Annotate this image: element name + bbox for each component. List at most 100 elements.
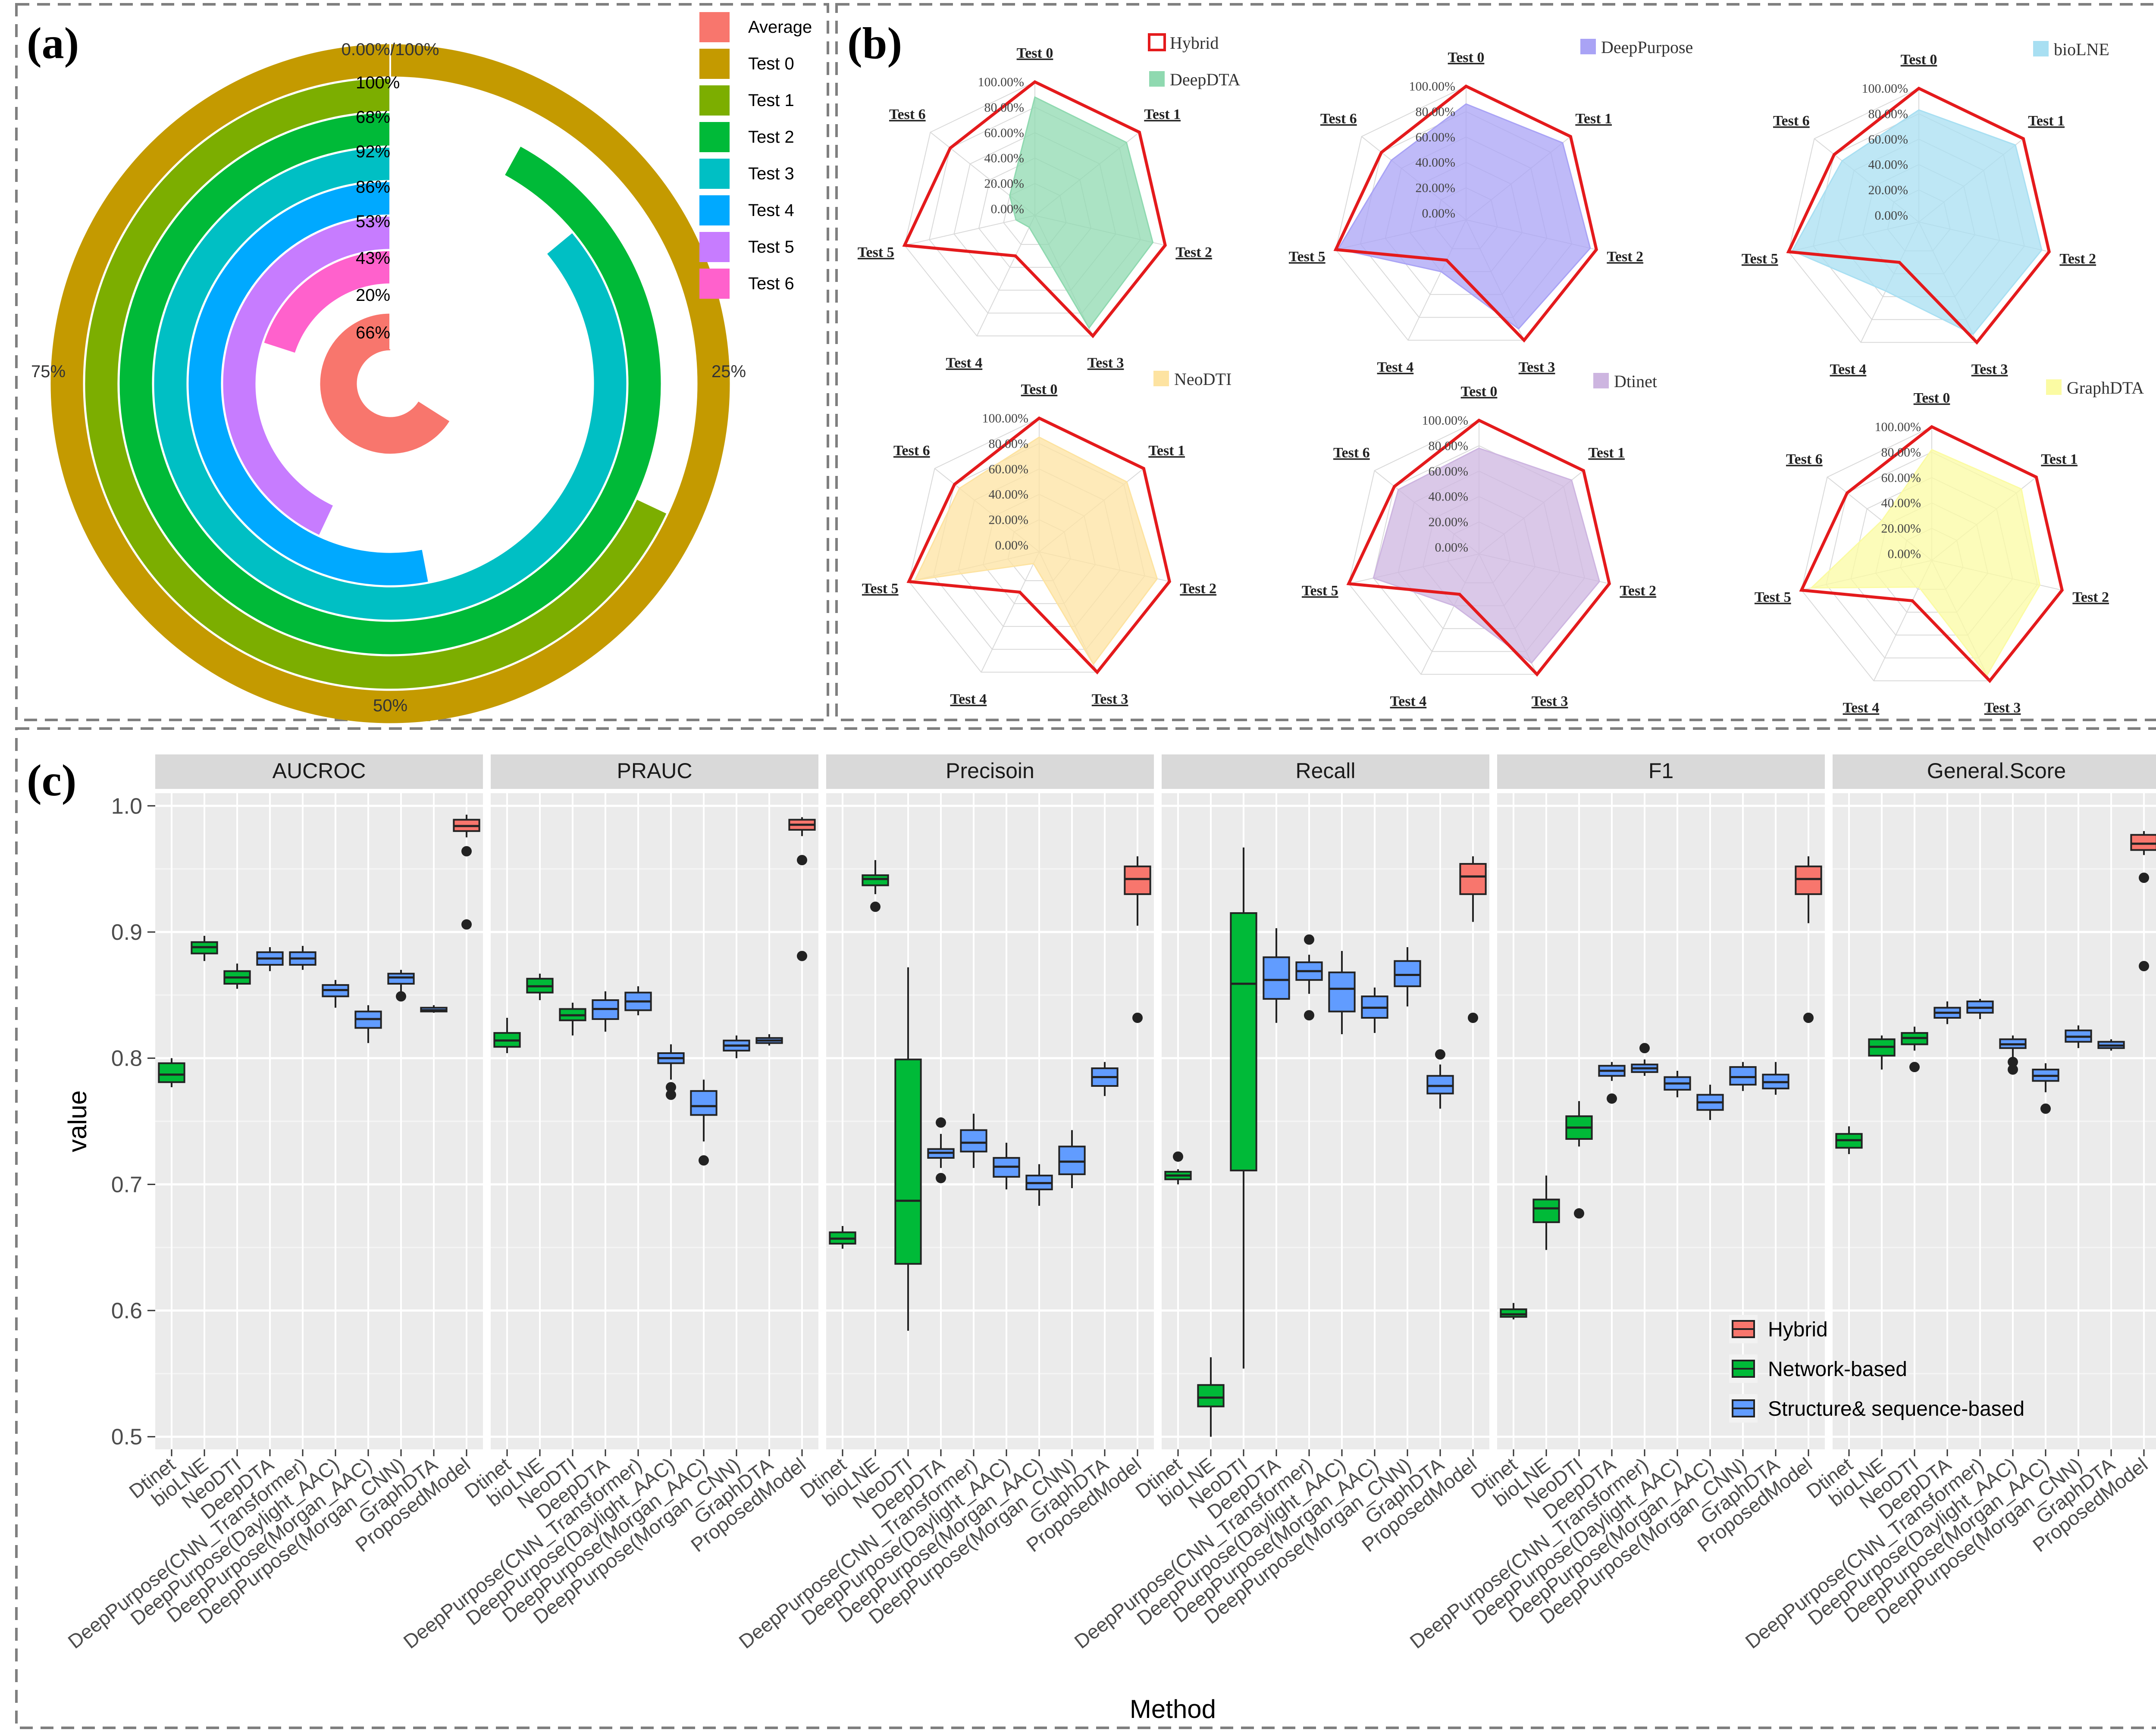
radar-rlabel: 40.00% xyxy=(1868,158,1908,172)
box-deepdta xyxy=(592,991,619,1032)
radar-axis-label-test-1: Test 1 xyxy=(1148,443,1185,459)
radar-rlabel: 100.00% xyxy=(1862,81,1908,96)
box-graphdta xyxy=(755,1034,783,1046)
legend-label-test-6: Test 6 xyxy=(748,274,794,293)
legend-swatch-biolne xyxy=(2033,41,2049,56)
outlier xyxy=(396,991,406,1002)
ring-test-2 xyxy=(119,113,661,654)
box-dtinet xyxy=(1835,1126,1863,1154)
legend-label-network-based: Network-based xyxy=(1768,1358,1907,1381)
radar-line-hybrid xyxy=(1799,425,2064,683)
box-deeppurpose-cnn-transformer xyxy=(1631,1043,1658,1076)
value-label-test-4: 53% xyxy=(356,212,390,231)
box-deeppurpose-cnn-transformer xyxy=(289,946,317,970)
legend-label-graphdta: GraphDTA xyxy=(2067,378,2144,397)
radar-rlabel: 60.00% xyxy=(989,462,1029,476)
legend-swatch-neodti xyxy=(1153,371,1169,386)
box-body xyxy=(1532,1198,1560,1223)
box-body xyxy=(387,973,415,985)
box-deeppurpose-morgan-cnn xyxy=(1058,1130,1086,1189)
radar-rlabel: 20.00% xyxy=(984,177,1025,191)
box-deeppurpose-daylight-aac xyxy=(1999,1035,2027,1075)
radar-rlabel: 100.00% xyxy=(1422,413,1469,428)
radar-rlabel: 60.00% xyxy=(1881,471,1921,485)
legend-swatch-test-4 xyxy=(699,195,730,225)
facet-title-f1: F1 xyxy=(1648,759,1673,783)
box-body xyxy=(1394,960,1421,987)
y-tick-label: 0.6 xyxy=(111,1298,142,1323)
facet-title-general-score: General.Score xyxy=(1927,759,2066,783)
box-graphdta xyxy=(2097,1039,2125,1051)
y-tick-label: 0.9 xyxy=(111,920,142,945)
ring-test-6 xyxy=(264,251,391,353)
box-deeppurpose-daylight-aac xyxy=(657,1044,685,1100)
box-deeppurpose-morgan-aac xyxy=(690,1079,718,1166)
ring-test-0 xyxy=(50,44,730,723)
box-deepdta xyxy=(1598,1062,1626,1104)
radar-axis-label-test-5: Test 5 xyxy=(1302,583,1338,599)
outlier xyxy=(936,1117,946,1128)
radar-axis-label-test-3: Test 3 xyxy=(1532,694,1568,710)
y-tick-label: 0.5 xyxy=(111,1425,142,1450)
radar-area-neodti xyxy=(914,436,1158,666)
outlier xyxy=(666,1082,676,1092)
outlier xyxy=(1468,1012,1478,1023)
y-axis-label: value xyxy=(63,1090,92,1152)
radar-axis-label-test-2: Test 2 xyxy=(1180,581,1216,597)
facet-strip xyxy=(1497,754,1825,789)
radar-axis-label-test-0: Test 0 xyxy=(1901,52,1937,68)
radar-axis-label-test-0: Test 0 xyxy=(1017,45,1053,61)
value-label-test-1: 68% xyxy=(356,108,390,127)
radar-rlabel: 60.00% xyxy=(1868,132,1908,147)
box-body xyxy=(1795,865,1822,895)
outlier xyxy=(1607,1093,1617,1104)
legend-label-test-0: Test 0 xyxy=(748,54,794,73)
radar-area-dtinet xyxy=(1373,447,1600,664)
box-deeppurpose-morgan-cnn xyxy=(1729,1062,1757,1091)
radar-line-hybrid xyxy=(1786,86,2051,345)
box-deeppurpose-morgan-cnn xyxy=(723,1035,750,1058)
box-body xyxy=(1124,865,1151,895)
legend-label-test-3: Test 3 xyxy=(748,164,794,183)
radar-rlabel: 0.00% xyxy=(1422,206,1456,221)
box-deepdta xyxy=(256,947,284,971)
box-deeppurpose-daylight-aac xyxy=(322,980,349,1008)
box-neodti xyxy=(559,1002,586,1035)
radar-axis-label-test-3: Test 3 xyxy=(1984,700,2021,716)
legend-swatch-test-0 xyxy=(699,49,730,79)
facet-strip xyxy=(1833,754,2156,789)
legend-label-test-1: Test 1 xyxy=(748,91,794,110)
box-deeppurpose-morgan-cnn xyxy=(387,970,415,1002)
y-tick-label: 1.0 xyxy=(111,794,142,819)
box-body xyxy=(1197,1384,1225,1408)
box-biolne xyxy=(1197,1357,1225,1437)
box-neodti xyxy=(223,963,251,989)
radar-axis-label-test-6: Test 6 xyxy=(893,443,930,459)
box-deeppurpose-morgan-aac xyxy=(354,1005,382,1043)
legend-swatch-average xyxy=(699,12,730,42)
outlier xyxy=(2008,1057,2018,1067)
outlier xyxy=(2040,1103,2051,1114)
box-biolne xyxy=(526,973,554,1001)
radar-axis-label-test-3: Test 3 xyxy=(1971,362,2008,378)
radar-axis-label-test-6: Test 6 xyxy=(1320,111,1357,127)
outlier xyxy=(699,1155,709,1166)
value-label-test-2: 92% xyxy=(356,142,390,161)
radar-area-graphdta xyxy=(1809,449,2041,676)
box-deeppurpose-daylight-aac xyxy=(993,1142,1020,1190)
box-biolne xyxy=(191,935,218,961)
outlier xyxy=(1173,1151,1183,1162)
ring-test-1 xyxy=(85,78,667,689)
box-neodti xyxy=(1565,1101,1593,1219)
outlier xyxy=(1304,934,1314,945)
radar-rlabel: 0.00% xyxy=(1888,547,1921,561)
circle-label-right: 25% xyxy=(711,362,746,381)
box-body xyxy=(862,874,889,886)
facet-strip xyxy=(826,754,1154,789)
radar-axis-label-test-6: Test 6 xyxy=(1333,445,1370,461)
legend-label-test-2: Test 2 xyxy=(748,128,794,147)
radar-rlabel: 80.00% xyxy=(1429,439,1469,453)
radar-axis-label-test-5: Test 5 xyxy=(862,581,899,597)
radar-rlabel: 40.00% xyxy=(1429,490,1469,504)
box-body xyxy=(1328,971,1356,1013)
